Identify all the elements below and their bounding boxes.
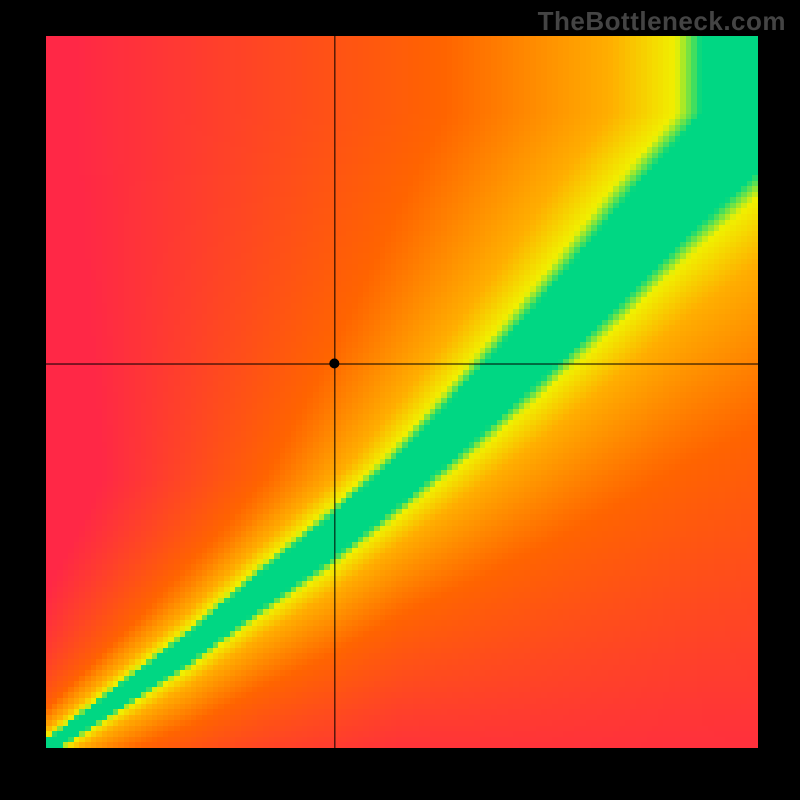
watermark-text: TheBottleneck.com: [538, 6, 786, 37]
frame-left: [0, 36, 46, 748]
frame-bottom: [0, 748, 800, 800]
frame-right: [758, 36, 800, 748]
bottleneck-heatmap: [46, 36, 758, 748]
